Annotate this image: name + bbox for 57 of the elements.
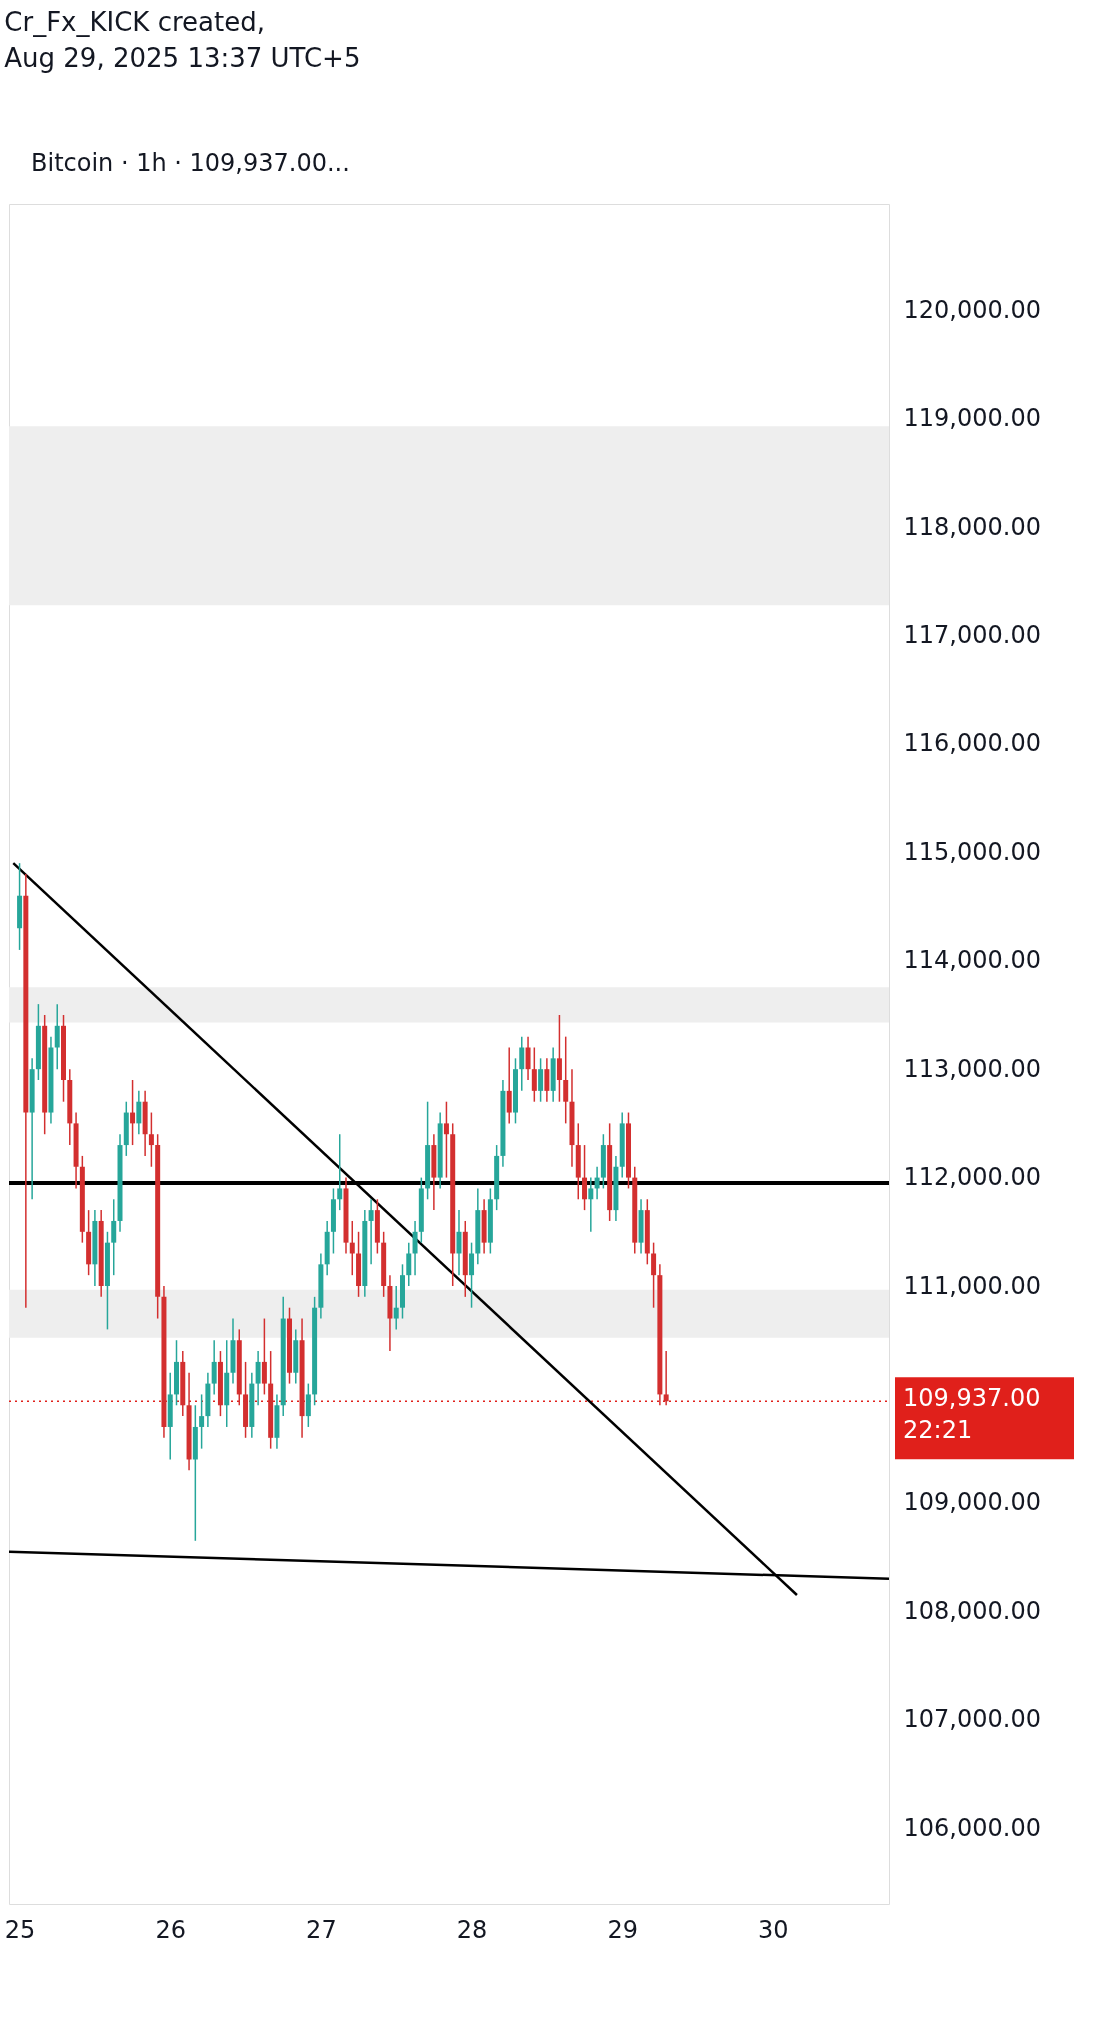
candlestick xyxy=(211,1339,217,1396)
candlestick xyxy=(556,1014,562,1103)
y-tick-label: 112,000.00 xyxy=(903,1163,1041,1192)
candlestick xyxy=(337,1133,343,1211)
candlestick xyxy=(594,1166,600,1201)
text: Cr_Fx_KICK created, xyxy=(4,7,265,37)
candlestick xyxy=(406,1241,412,1287)
candlestick xyxy=(663,1350,669,1407)
text: Aug 29, 2025 13:37 UTC+5 xyxy=(4,43,361,73)
candlestick xyxy=(261,1317,267,1396)
y-tick-label: 116,000.00 xyxy=(903,729,1041,758)
candlestick xyxy=(199,1393,205,1450)
y-tick-label: 119,000.00 xyxy=(903,404,1041,433)
y-tick-label: 108,000.00 xyxy=(903,1596,1041,1625)
y-tick-label: 114,000.00 xyxy=(903,946,1041,975)
y-tick-label: 111,000.00 xyxy=(903,1271,1041,1300)
candlestick xyxy=(305,1382,311,1428)
candlestick xyxy=(136,1090,142,1135)
candlestick xyxy=(393,1285,399,1331)
candlestick xyxy=(506,1046,512,1125)
chart-title: Bitcoin · 1h · 109,937.00... xyxy=(31,149,350,177)
y-tick-label: 120,000.00 xyxy=(903,295,1041,324)
candlestick xyxy=(130,1079,136,1146)
candlestick xyxy=(54,1003,60,1070)
candlestick xyxy=(588,1176,594,1233)
candlestick xyxy=(412,1220,418,1276)
candlestick xyxy=(443,1100,449,1179)
y-tick-label: 106,000.00 xyxy=(903,1813,1041,1842)
x-tick-label: 30 xyxy=(758,1915,789,1944)
annotation: 22:21 xyxy=(903,1416,973,1445)
candlestick xyxy=(538,1057,544,1103)
y-tick-label: 118,000.00 xyxy=(903,512,1041,541)
y-tick-label: 113,000.00 xyxy=(903,1054,1041,1083)
ref-line-label: 109,937.00 xyxy=(903,1384,1041,1413)
candlestick xyxy=(255,1350,261,1407)
y-tick-label: 107,000.00 xyxy=(903,1705,1041,1734)
candlestick xyxy=(148,1111,154,1168)
candlestick xyxy=(544,1057,550,1103)
y-tick-label: 109,000.00 xyxy=(903,1488,1041,1517)
x-tick-label: 29 xyxy=(607,1915,638,1944)
candlestick xyxy=(111,1198,117,1276)
x-tick-label: 26 xyxy=(155,1915,186,1944)
candlestick xyxy=(368,1198,374,1266)
candlestick xyxy=(531,1046,537,1103)
candlestick xyxy=(519,1035,525,1092)
candlestick xyxy=(349,1220,355,1276)
candlestick xyxy=(469,1241,475,1309)
y-tick-label: 117,000.00 xyxy=(903,621,1041,650)
candlestick xyxy=(525,1035,531,1081)
x-tick-label: 25 xyxy=(4,1915,36,1944)
candlestick xyxy=(651,1241,657,1309)
y-tick-label: 115,000.00 xyxy=(903,837,1041,866)
candlestick xyxy=(563,1035,569,1125)
x-tick-label: 27 xyxy=(306,1915,337,1944)
candlestick xyxy=(456,1209,462,1276)
x-tick-label: 28 xyxy=(456,1915,488,1944)
candlestick xyxy=(582,1144,588,1211)
